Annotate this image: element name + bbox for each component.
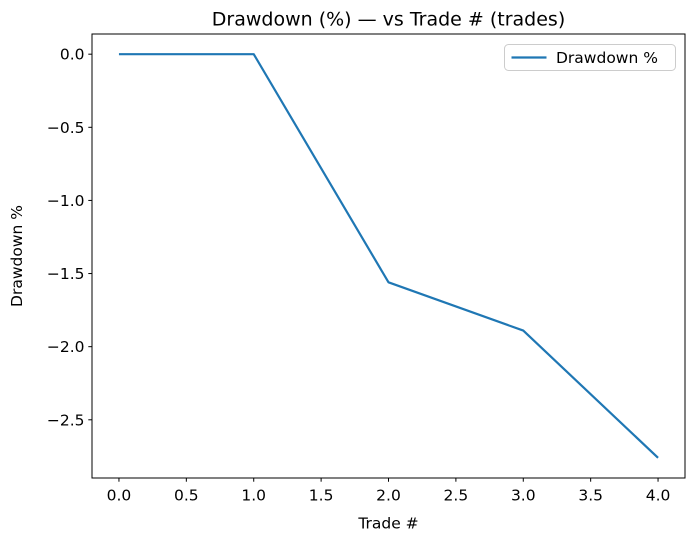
y-tick-label: 0.0 — [60, 46, 85, 64]
x-tick-label: 3.0 — [511, 487, 536, 505]
legend: Drawdown % — [504, 44, 676, 71]
legend-entry-label: Drawdown % — [556, 49, 658, 67]
x-axis-label: Trade # — [357, 515, 418, 533]
y-axis-label: Drawdown % — [8, 205, 26, 307]
x-tick-label: 1.5 — [309, 487, 334, 505]
x-tick-label: 0.0 — [107, 487, 132, 505]
x-tick-label: 0.5 — [174, 487, 199, 505]
y-tick-label: −1.5 — [47, 265, 85, 283]
y-tick-label: −2.5 — [47, 411, 85, 429]
x-tick-label: 2.5 — [444, 487, 469, 505]
axes-frame — [91, 33, 686, 479]
drawdown-line-series — [118, 53, 659, 459]
y-tick-label: −0.5 — [47, 119, 85, 137]
x-tick-label: 1.0 — [241, 487, 266, 505]
y-tick-label: −1.0 — [47, 192, 85, 210]
x-tick-label: 4.0 — [646, 487, 671, 505]
chart-title: Drawdown (%) — vs Trade # (trades) — [212, 9, 565, 31]
x-tick-label: 3.5 — [578, 487, 603, 505]
legend-box — [504, 44, 676, 71]
y-tick-label: −2.0 — [47, 338, 85, 356]
ticks-layer: 0.0 0.5 1.0 1.5 2.0 2.5 3.0 3.5 4.0 0.0 −0.5 −1.0 −1… — [47, 46, 671, 505]
x-tick-label: 2.0 — [376, 487, 401, 505]
